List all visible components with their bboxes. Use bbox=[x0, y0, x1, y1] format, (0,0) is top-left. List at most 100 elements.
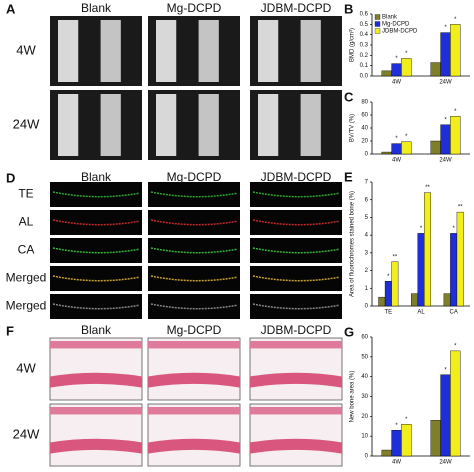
significance-mark: * bbox=[387, 274, 390, 280]
x-tick-label: 24W bbox=[439, 158, 452, 164]
stain-line bbox=[252, 247, 340, 254]
significance-mark: ** bbox=[393, 254, 398, 260]
panel-label: F bbox=[6, 323, 14, 338]
y-tick-label: 1 bbox=[365, 286, 369, 292]
stain-line bbox=[52, 191, 140, 198]
y-tick-label: 50 bbox=[361, 354, 368, 360]
y-tick-label: 0.4 bbox=[360, 32, 369, 38]
bar bbox=[450, 233, 458, 307]
bone-band bbox=[250, 372, 342, 388]
x-tick-label: TE bbox=[384, 310, 392, 316]
stain-line bbox=[252, 191, 340, 198]
y-tick-label: 60 bbox=[361, 113, 368, 119]
bar bbox=[440, 32, 451, 77]
x-tick-label: 4W bbox=[392, 158, 401, 164]
y-tick-label: 7 bbox=[365, 180, 369, 186]
bar bbox=[430, 62, 441, 77]
row-label: Merged bbox=[6, 271, 47, 285]
panel-label: C bbox=[344, 89, 354, 104]
column-header: Blank bbox=[81, 1, 112, 15]
bar bbox=[378, 296, 386, 307]
bar bbox=[440, 374, 451, 457]
row-label: 24W bbox=[13, 426, 40, 441]
y-tick-label: 0 bbox=[365, 454, 369, 460]
y-tick-label: 30 bbox=[361, 394, 368, 400]
bar bbox=[391, 143, 402, 155]
significance-mark: * bbox=[454, 109, 457, 115]
bone-band bbox=[148, 407, 240, 415]
y-tick-label: 0.0 bbox=[360, 74, 369, 80]
row-label: 24W bbox=[13, 116, 40, 131]
bone-render bbox=[198, 20, 219, 82]
y-tick-label: 2 bbox=[365, 268, 369, 274]
bar bbox=[430, 140, 441, 155]
bar bbox=[391, 261, 399, 307]
y-tick-label: 20 bbox=[361, 414, 368, 420]
row-label: 4W bbox=[16, 360, 36, 375]
bone-render bbox=[58, 20, 79, 82]
x-tick-label: AL bbox=[417, 310, 425, 316]
significance-mark: * bbox=[395, 56, 398, 62]
row-label: TE bbox=[18, 187, 33, 201]
x-tick-label: 4W bbox=[392, 80, 401, 86]
column-header: JDBM-DCPD bbox=[261, 323, 332, 337]
bone-band bbox=[250, 407, 342, 415]
x-tick-label: 4W bbox=[392, 460, 401, 466]
y-tick-label: 0.5 bbox=[360, 22, 369, 28]
bone-render bbox=[58, 94, 79, 156]
y-tick-label: 6 bbox=[365, 197, 369, 203]
column-header: JDBM-DCPD bbox=[261, 170, 332, 184]
row-label: CA bbox=[18, 243, 35, 257]
significance-mark: * bbox=[444, 117, 447, 123]
panel-label: G bbox=[344, 324, 354, 339]
y-tick-label: 80 bbox=[361, 100, 368, 106]
stain-line bbox=[150, 191, 238, 198]
stain-line bbox=[52, 303, 140, 310]
x-tick-label: 24W bbox=[439, 80, 452, 86]
bone-render bbox=[156, 20, 177, 82]
significance-mark: * bbox=[454, 343, 457, 349]
significance-mark: * bbox=[395, 136, 398, 142]
legend-label: Mg-DCPD bbox=[382, 22, 410, 28]
stain-line bbox=[252, 219, 340, 226]
y-tick-label: 0 bbox=[365, 304, 369, 310]
bone-render bbox=[258, 94, 279, 156]
y-axis-label: New bone area (%) bbox=[350, 371, 356, 423]
y-tick-label: 40 bbox=[361, 374, 368, 380]
significance-mark: * bbox=[454, 17, 457, 23]
significance-mark: * bbox=[444, 25, 447, 31]
bar bbox=[424, 192, 431, 307]
y-tick-label: 40 bbox=[361, 126, 368, 132]
y-tick-label: 10 bbox=[361, 434, 368, 440]
panel-label: D bbox=[6, 170, 15, 185]
column-header: JDBM-DCPD bbox=[261, 1, 332, 15]
column-header: Blank bbox=[81, 323, 112, 337]
significance-mark: * bbox=[405, 51, 408, 57]
significance-mark: * bbox=[395, 423, 398, 429]
significance-mark: * bbox=[452, 226, 455, 232]
significance-mark: * bbox=[444, 367, 447, 373]
bone-band bbox=[148, 438, 240, 454]
column-header: Mg-DCPD bbox=[167, 1, 222, 15]
bar bbox=[401, 141, 412, 155]
stain-line bbox=[150, 247, 238, 254]
stain-line bbox=[52, 275, 140, 282]
stain-line bbox=[150, 275, 238, 282]
significance-mark: * bbox=[405, 417, 408, 423]
column-header: Mg-DCPD bbox=[167, 323, 222, 337]
stain-line bbox=[252, 275, 340, 282]
significance-mark: * bbox=[420, 226, 423, 232]
bar bbox=[381, 151, 392, 155]
y-tick-label: 3 bbox=[365, 250, 369, 256]
legend-label: Blank bbox=[382, 15, 398, 21]
bar bbox=[391, 63, 402, 77]
bar bbox=[391, 430, 402, 457]
panel-label: A bbox=[6, 1, 16, 16]
row-label: AL bbox=[19, 215, 34, 229]
y-tick-label: 0.1 bbox=[360, 63, 369, 69]
bone-band bbox=[148, 341, 240, 349]
panel-label: E bbox=[344, 169, 353, 184]
bar bbox=[450, 24, 461, 77]
legend-swatch bbox=[374, 28, 381, 34]
